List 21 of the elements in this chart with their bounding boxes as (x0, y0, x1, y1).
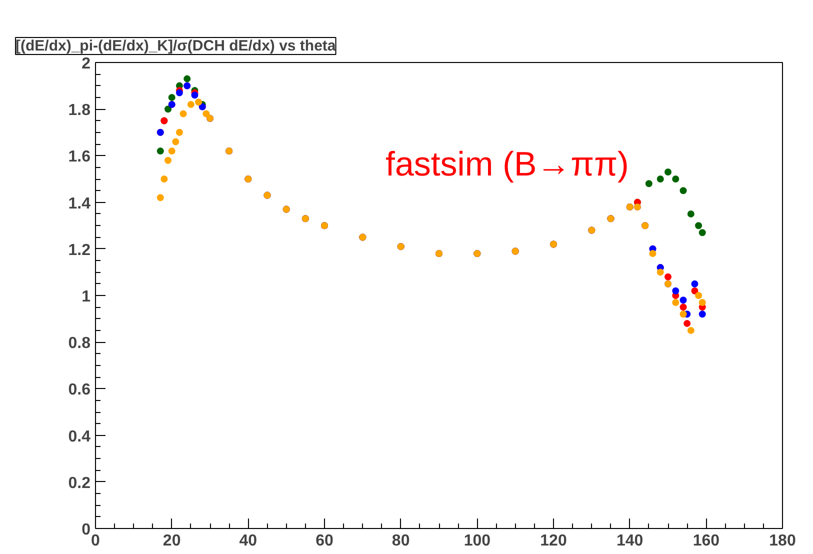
x-tick-label: 120 (540, 532, 567, 550)
x-tick-label: 140 (616, 532, 644, 550)
y-tick-label: 0.6 (68, 382, 91, 399)
y-tick-label: 1.8 (68, 102, 91, 120)
y-tick-label: 0.8 (68, 335, 91, 352)
y-tick-label: 1.2 (68, 242, 91, 259)
y-tick-label: 1.6 (68, 148, 91, 166)
y-tick-label: 0 (82, 522, 91, 538)
annotation: fastsim (B→ππ) (386, 146, 629, 184)
y-tick-label: 1 (82, 288, 91, 306)
x-tick-label: 60 (316, 532, 334, 550)
x-tick-label: 160 (692, 532, 720, 550)
x-tick-label: 80 (392, 532, 410, 550)
y-tick-label: 0.4 (68, 428, 91, 446)
x-tick-label: 40 (239, 532, 258, 550)
y-tick-label: 1.4 (68, 195, 91, 212)
x-tick-label: 180 (769, 532, 796, 550)
x-tick-label: 100 (464, 532, 491, 550)
y-tick-label: 0.2 (68, 474, 91, 492)
x-tick-label: 20 (162, 532, 181, 550)
y-tick-label: 2 (82, 56, 91, 72)
